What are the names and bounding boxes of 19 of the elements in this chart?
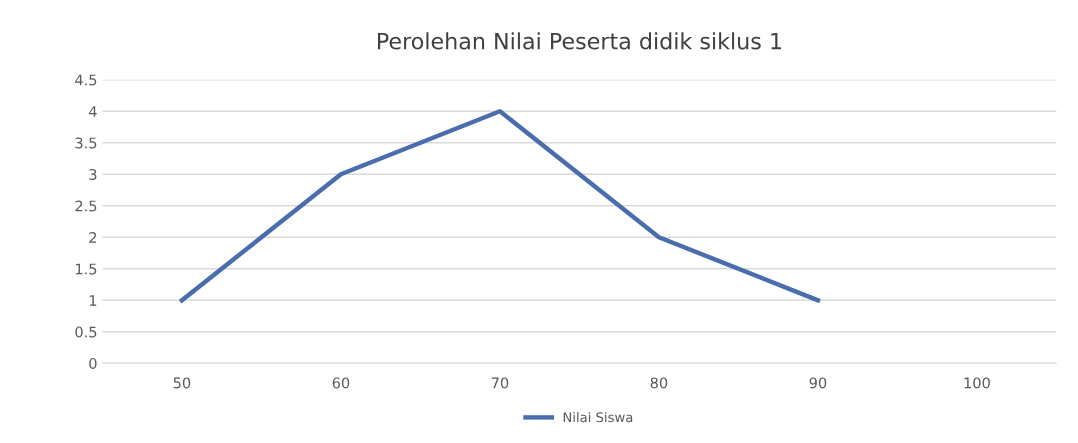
x-tick-label: 100 (964, 377, 990, 389)
y-tick-label: 0 (89, 357, 97, 370)
y-tick-label: 3 (89, 168, 97, 180)
y-tick-label: 1 (89, 295, 97, 306)
x-tick-label: 70 (491, 377, 509, 389)
y-tick-label: 2 (89, 231, 97, 243)
y-tick-label: 3.5 (75, 137, 97, 149)
x-tick-label: 80 (650, 377, 668, 389)
y-tick-label: 4.5 (75, 74, 97, 86)
chart-title: Perolehan Nilai Peserta didik siklus 1 (378, 32, 781, 50)
y-tick-label: 0.5 (75, 326, 97, 338)
line-series (179, 109, 821, 303)
y-tick-label: 4 (88, 106, 97, 117)
x-tick-label: 60 (332, 377, 350, 389)
y-tick-label: 1.5 (75, 263, 97, 275)
y-tick-label: 2.5 (75, 200, 97, 212)
x-tick-label: 50 (173, 377, 191, 389)
legend-label: Nilai Siswa (563, 411, 633, 423)
x-tick-label: 90 (809, 377, 827, 389)
